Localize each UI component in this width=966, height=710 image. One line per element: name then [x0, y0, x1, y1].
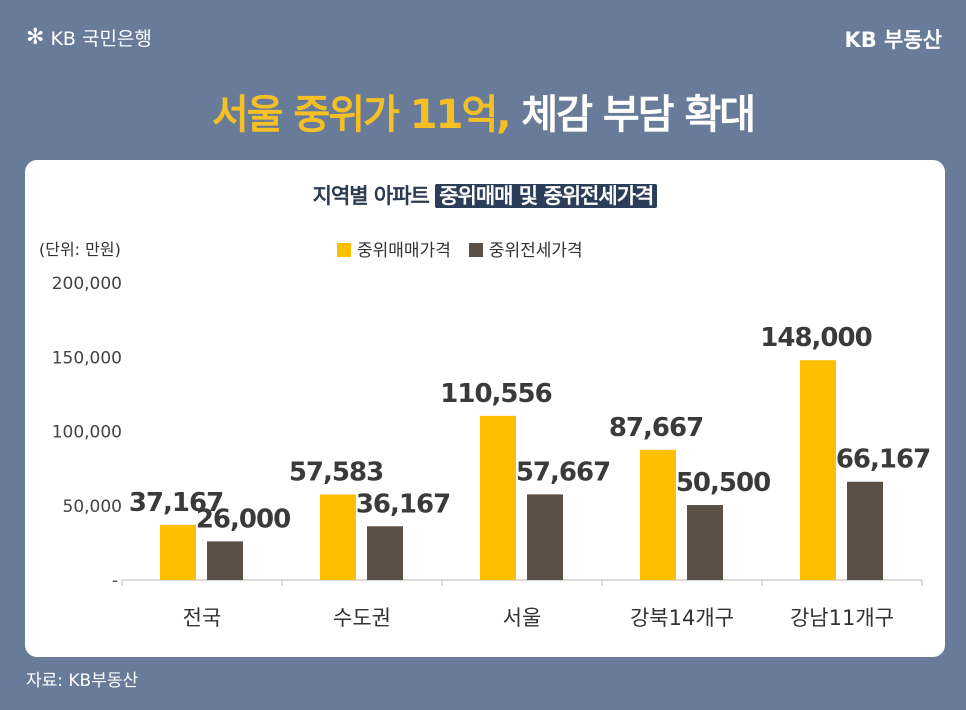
unit-label: (단위: 만원) — [39, 240, 121, 259]
headline-rest: 체감 부담 확대 — [509, 92, 756, 138]
y-tick-label: 50,000 — [63, 497, 122, 517]
legend-swatch — [468, 243, 483, 257]
kb-star-icon: ✻ — [26, 25, 45, 50]
legend-label: 중위매매가격 — [357, 241, 451, 261]
data-label: 36,167 — [356, 489, 450, 519]
bar-jeonse — [687, 505, 723, 580]
y-tick-label: 150,000 — [52, 348, 122, 368]
data-label: 26,000 — [196, 504, 290, 534]
headline: 서울 중위가 11억, 체감 부담 확대 — [0, 82, 966, 140]
y-tick-label: - — [112, 571, 118, 591]
data-label: 148,000 — [760, 323, 871, 353]
data-label: 87,667 — [609, 413, 703, 443]
x-tick-label: 서울 — [503, 606, 542, 630]
source-note: 자료: KB부동산 — [26, 671, 139, 691]
brand-name: KB 부동산 — [844, 28, 942, 52]
x-tick-label: 강북14개구 — [630, 606, 734, 630]
legend-item-jeonse: 중위전세가격 — [468, 236, 583, 261]
x-tick-label: 전국 — [183, 606, 222, 630]
data-label: 37,167 — [129, 488, 223, 518]
chart-title-plain: 지역별 아파트 — [312, 184, 436, 208]
chart-title: 지역별 아파트 중위매매 및 중위전세가격 — [25, 180, 945, 210]
bar-jeonse — [527, 494, 563, 580]
y-tick-label: 100,000 — [52, 423, 122, 443]
bar-sale — [480, 415, 516, 580]
legend-item-sale: 중위매매가격 — [337, 236, 451, 261]
chart-title-highlight: 중위매매 및 중위전세가격 — [435, 184, 658, 208]
x-tick-label: 수도권 — [333, 606, 391, 630]
legend: 중위매매가격 중위전세가격 — [337, 236, 583, 261]
bar-sale — [800, 360, 836, 580]
bar-sale — [640, 449, 676, 580]
data-label: 57,667 — [516, 457, 610, 487]
data-label: 66,167 — [836, 445, 930, 475]
bar-sale — [160, 524, 196, 580]
y-tick-label: 200,000 — [52, 274, 122, 294]
bar-jeonse — [207, 541, 243, 580]
data-label: 57,583 — [289, 457, 383, 487]
kb-bank-logo: ✻ KB 국민은행 — [26, 24, 152, 51]
bank-name: KB 국민은행 — [50, 28, 152, 50]
data-label: 50,500 — [676, 468, 770, 498]
bar-jeonse — [847, 481, 883, 580]
bar-sale — [320, 494, 356, 580]
x-tick-label: 강남11개구 — [790, 606, 894, 630]
bar-jeonse — [367, 526, 403, 580]
data-label: 110,556 — [440, 379, 551, 409]
headline-highlight: 서울 중위가 11억, — [211, 92, 512, 138]
legend-swatch — [337, 243, 351, 257]
legend-label: 중위전세가격 — [488, 241, 583, 261]
